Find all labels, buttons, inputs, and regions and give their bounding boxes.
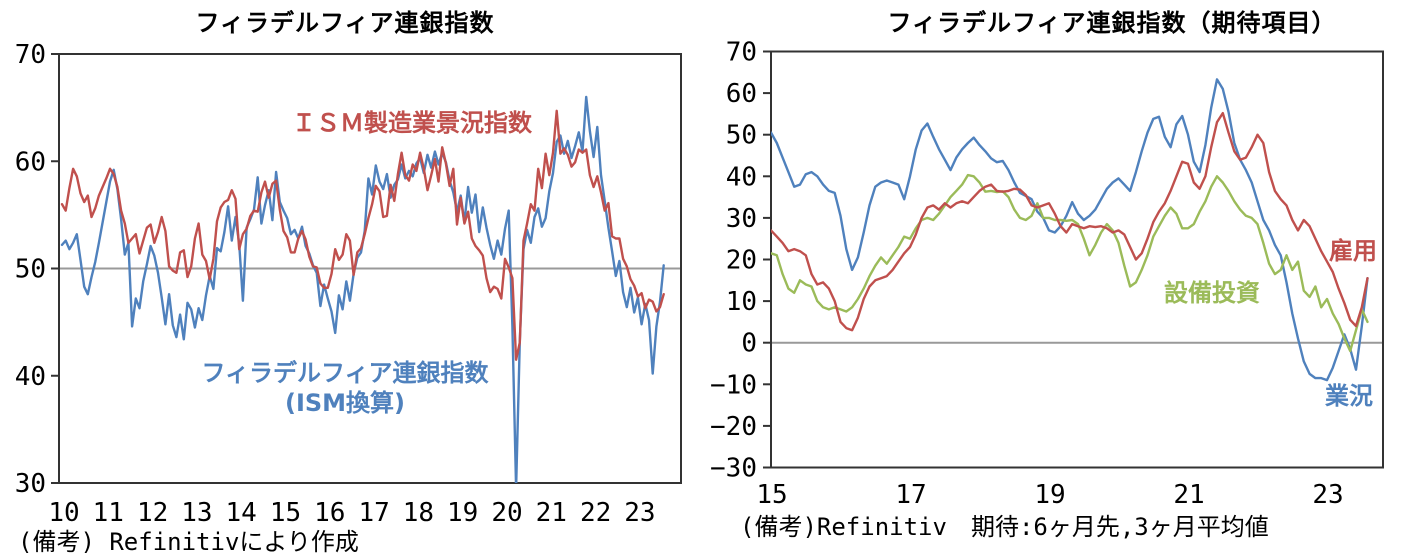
right-chart-x-tick-label: 21 (1173, 480, 1204, 510)
left-chart-y-tick-label: 30 (15, 469, 46, 499)
left-chart-x-tick-label: 18 (403, 498, 434, 528)
left-chart-x-tick-label: 11 (93, 498, 124, 528)
business-conditions-series-label: 業況 (1325, 382, 1373, 410)
right-chart-series-業況 (771, 78, 1369, 382)
right-chart-series-設備投資 (771, 173, 1369, 353)
left-chart-x-tick-label: 12 (137, 498, 168, 528)
philly-series-label-line1: フィラデルフィア連銀指数 (201, 359, 489, 387)
capex-series-label: 設備投資 (1164, 279, 1260, 307)
left-chart-series-フィラデルフィア連銀指数(ISM換算) (60, 95, 665, 483)
philly-series-label-line2: (ISM換算) (284, 389, 406, 417)
right-chart-y-axis: 70 60 50 40 30 20 10 0 −10 −20 −30 (710, 38, 771, 484)
left-chart-x-tick-label: 19 (447, 498, 478, 528)
right-chart-source-note: (備考)Refinitiv 期待:6ヶ月先,3ヶ月平均値 (740, 513, 1269, 541)
left-chart-series-ＩＳＭ製造業景況指数 (60, 109, 665, 361)
right-chart-border (770, 50, 1384, 469)
right-chart-x-axis: 15 17 19 21 23 (756, 480, 1343, 510)
left-chart-y-tick-label: 50 (15, 255, 46, 285)
employment-series-label: 雇用 (1329, 237, 1377, 265)
right-chart-y-tick-label: 30 (726, 204, 757, 234)
left-chart-x-tick-label: 20 (491, 498, 522, 528)
right-chart-x-tick-label: 23 (1312, 480, 1343, 510)
right-chart-y-tick-label: 50 (726, 121, 757, 151)
right-chart-title: フィラデルフィア連銀指数（期待項目） (887, 9, 1337, 37)
right-chart-series-雇用 (771, 111, 1369, 332)
right-chart-y-tick-label: −10 (710, 370, 757, 400)
right-chart-x-tick-label: 19 (1034, 480, 1065, 510)
left-chart-x-tick-label: 10 (48, 498, 79, 528)
left-chart-y-axis: 70 60 50 40 30 (15, 40, 59, 499)
ism-series-label: ＩＳＭ製造業景況指数 (292, 109, 532, 137)
philly-series-label: フィラデルフィア連銀指数 (ISM換算) (201, 358, 488, 418)
right-chart-y-tick-label: 0 (741, 329, 757, 359)
left-chart-x-axis: 10 11 12 13 14 15 16 17 18 19 20 21 22 23 (48, 498, 655, 528)
right-chart-x-tick-label: 15 (756, 480, 787, 510)
left-chart-x-tick-label: 14 (226, 498, 257, 528)
left-chart-x-tick-label: 23 (624, 498, 655, 528)
right-chart-x-tick-label: 17 (895, 480, 926, 510)
left-chart-x-tick-label: 15 (270, 498, 301, 528)
left-chart-source-note: (備考) Refinitivにより作成 (18, 528, 359, 556)
left-chart-title: フィラデルフィア連銀指数 (195, 9, 495, 37)
right-chart-y-tick-label: −20 (710, 412, 757, 442)
right-chart-y-tick-label: 10 (726, 287, 757, 317)
right-chart-y-tick-label: −30 (710, 454, 757, 484)
left-chart-x-tick-label: 21 (536, 498, 567, 528)
left-chart-y-tick-label: 60 (15, 147, 46, 177)
left-chart-y-tick-label: 40 (15, 362, 46, 392)
left-chart-x-tick-label: 17 (358, 498, 389, 528)
left-chart-x-tick-label: 13 (181, 498, 212, 528)
right-chart-y-tick-label: 20 (726, 246, 757, 276)
right-chart-y-tick-label: 70 (726, 38, 757, 68)
left-chart-y-tick-label: 70 (15, 40, 46, 70)
left-chart-x-tick-label: 16 (314, 498, 345, 528)
right-chart-y-tick-label: 40 (726, 162, 757, 192)
left-chart-x-tick-label: 22 (580, 498, 611, 528)
right-chart-y-tick-label: 60 (726, 79, 757, 109)
